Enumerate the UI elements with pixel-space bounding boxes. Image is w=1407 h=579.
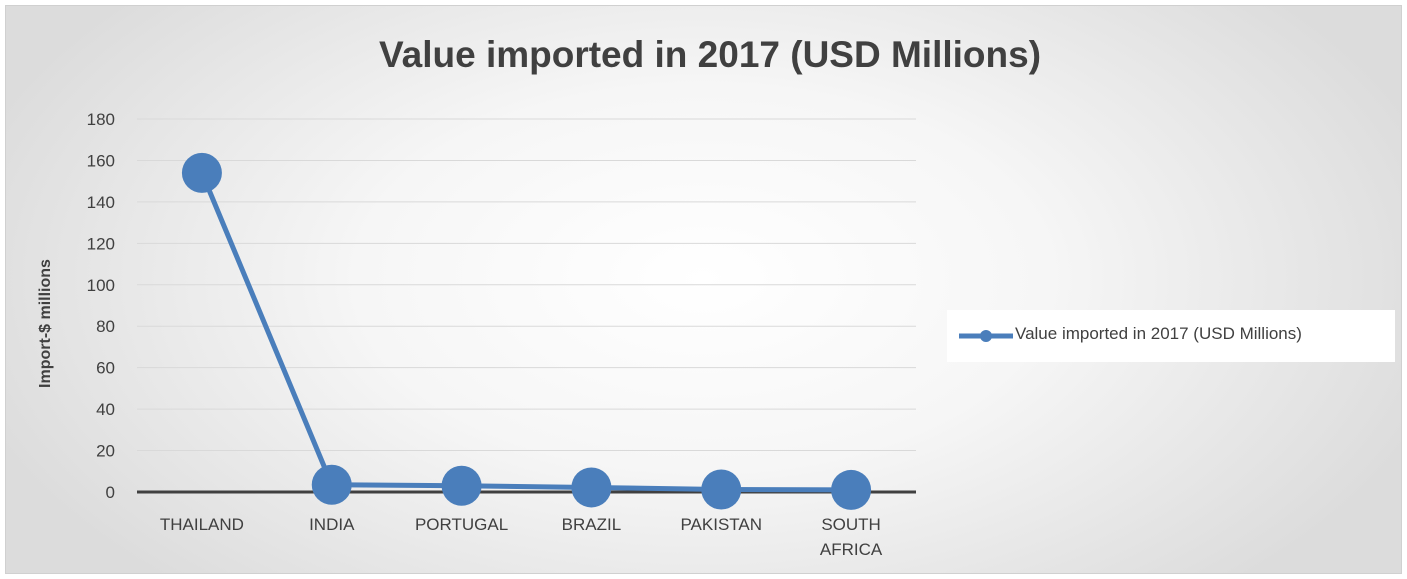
chart-frame: [5, 5, 1402, 574]
data-point: [181, 152, 222, 193]
y-tick-label: 40: [96, 400, 115, 419]
data-point: [701, 469, 742, 510]
x-tick-label: BRAZIL: [562, 515, 622, 534]
y-tick-label: 60: [96, 359, 115, 378]
data-point: [441, 465, 482, 506]
y-tick-label: 120: [87, 234, 115, 253]
y-tick-label: 20: [96, 442, 115, 461]
legend-marker: [959, 330, 1013, 342]
y-tick-label: 0: [106, 483, 115, 502]
data-point: [831, 469, 872, 510]
x-tick-label: PORTUGAL: [415, 515, 508, 534]
legend-label: Value imported in 2017 (USD Millions): [1015, 324, 1302, 343]
y-tick-label: 100: [87, 276, 115, 295]
x-tick-label: SOUTH AFRICA: [820, 515, 883, 559]
legend: Value imported in 2017 (USD Millions): [947, 310, 1395, 362]
x-tick-label: INDIA: [309, 515, 355, 534]
y-tick-label: 160: [87, 151, 115, 170]
y-tick-label: 80: [96, 317, 115, 336]
data-point: [571, 467, 612, 508]
y-tick-label: 180: [87, 110, 115, 129]
data-point: [311, 464, 352, 505]
y-axis-label: Import-$ millions: [37, 259, 54, 388]
y-tick-label: 140: [87, 193, 115, 212]
x-tick-label: PAKISTAN: [680, 515, 762, 534]
chart-title: Value imported in 2017 (USD Millions): [378, 34, 1042, 75]
series-line: [199, 171, 852, 493]
x-tick-label: THAILAND: [160, 515, 244, 534]
